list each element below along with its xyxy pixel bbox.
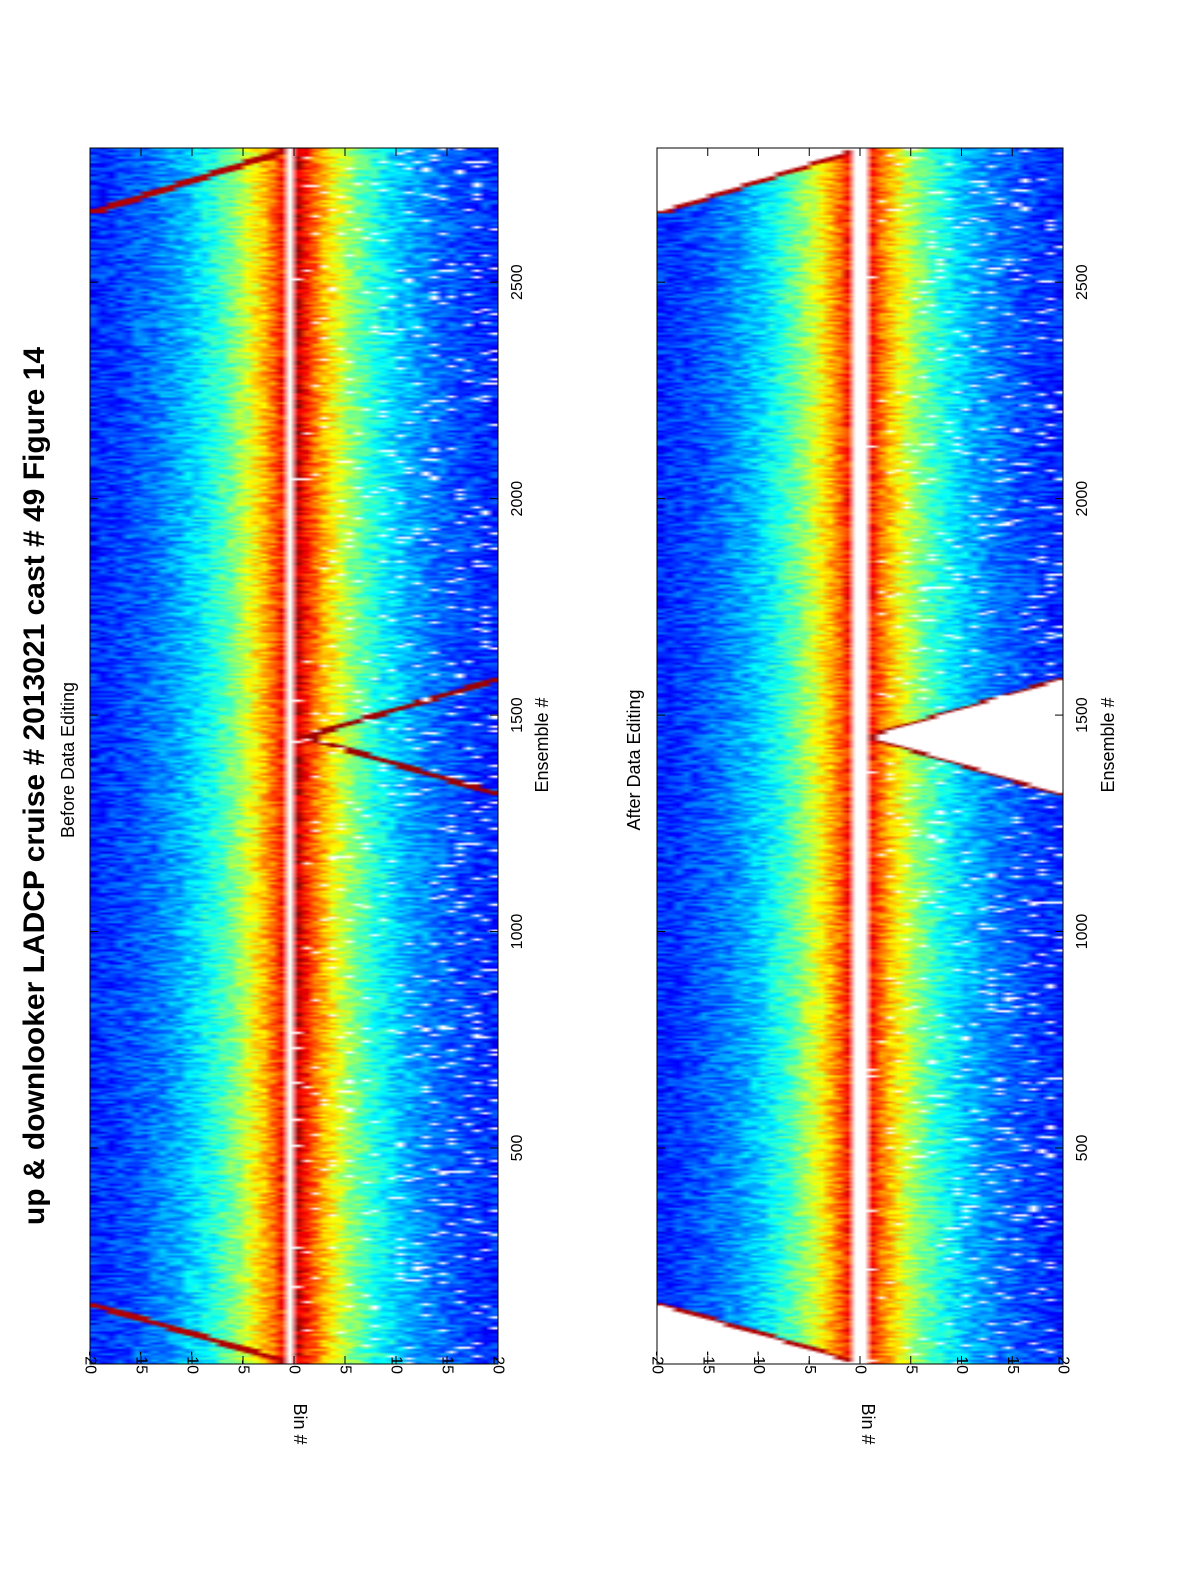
x-tick-label: 1000	[1074, 914, 1091, 950]
axes-before: 500 1000 1500 2000 2500 -20 -15 -10 -5 0 5 10 15 20	[82, 148, 526, 1374]
y-tick-label: 0	[852, 1365, 869, 1374]
x-tick-label: 2000	[1074, 481, 1091, 517]
y-tick-label: 15	[439, 1356, 456, 1374]
y-tick-label: 0	[286, 1365, 303, 1374]
xlabel-after: Ensemble #	[1098, 697, 1118, 792]
axes-after: 500 1000 1500 2000 2500 -20 -15 -10 -5 0 5 10 15 20	[649, 148, 1091, 1374]
heatmap-before	[90, 148, 498, 1364]
panel-before-editing: Before Data Editing 500 1000 1500 2000 2500 -…	[58, 147, 552, 1445]
y-tick-label: -15	[133, 1351, 150, 1374]
y-tick-label: -10	[184, 1351, 201, 1374]
y-tick-label: 20	[1055, 1356, 1072, 1374]
x-tick-label: 500	[1074, 1135, 1091, 1162]
y-tick-label: 10	[388, 1356, 405, 1374]
x-tick-label: 2000	[509, 481, 526, 517]
y-tick-label: -10	[750, 1351, 767, 1374]
y-tick-label: -20	[649, 1351, 666, 1374]
ylabel-before: Bin #	[290, 1403, 310, 1444]
panel-title-after: After Data Editing	[624, 689, 644, 830]
y-tick-label: 5	[337, 1365, 354, 1374]
ylabel-after: Bin #	[858, 1403, 878, 1444]
y-tick-label: -5	[801, 1360, 818, 1374]
y-tick-label: 5	[902, 1365, 919, 1374]
x-tick-label: 2500	[1074, 264, 1091, 300]
x-tick-label: 500	[509, 1135, 526, 1162]
y-tick-label: 10	[953, 1356, 970, 1374]
y-tick-label: 15	[1004, 1356, 1021, 1374]
x-tick-label: 1000	[509, 914, 526, 950]
xlabel-before: Ensemble #	[532, 697, 552, 792]
y-tick-label: -5	[235, 1360, 252, 1374]
x-tick-label: 2500	[509, 264, 526, 300]
x-tick-label: 1500	[509, 697, 526, 733]
panel-title-before: Before Data Editing	[58, 682, 78, 838]
y-tick-label: -20	[82, 1351, 99, 1374]
heatmap-after	[657, 148, 1063, 1364]
figure-title: up & downlooker LADCP cruise # 2013021 c…	[18, 347, 51, 1225]
x-tick-label: 1500	[1074, 697, 1091, 733]
y-tick-label: 20	[490, 1356, 507, 1374]
y-tick-label: -15	[699, 1351, 716, 1374]
panel-after-editing: After Data Editing 500 1000 1500 2000 2500 -2…	[624, 147, 1118, 1445]
